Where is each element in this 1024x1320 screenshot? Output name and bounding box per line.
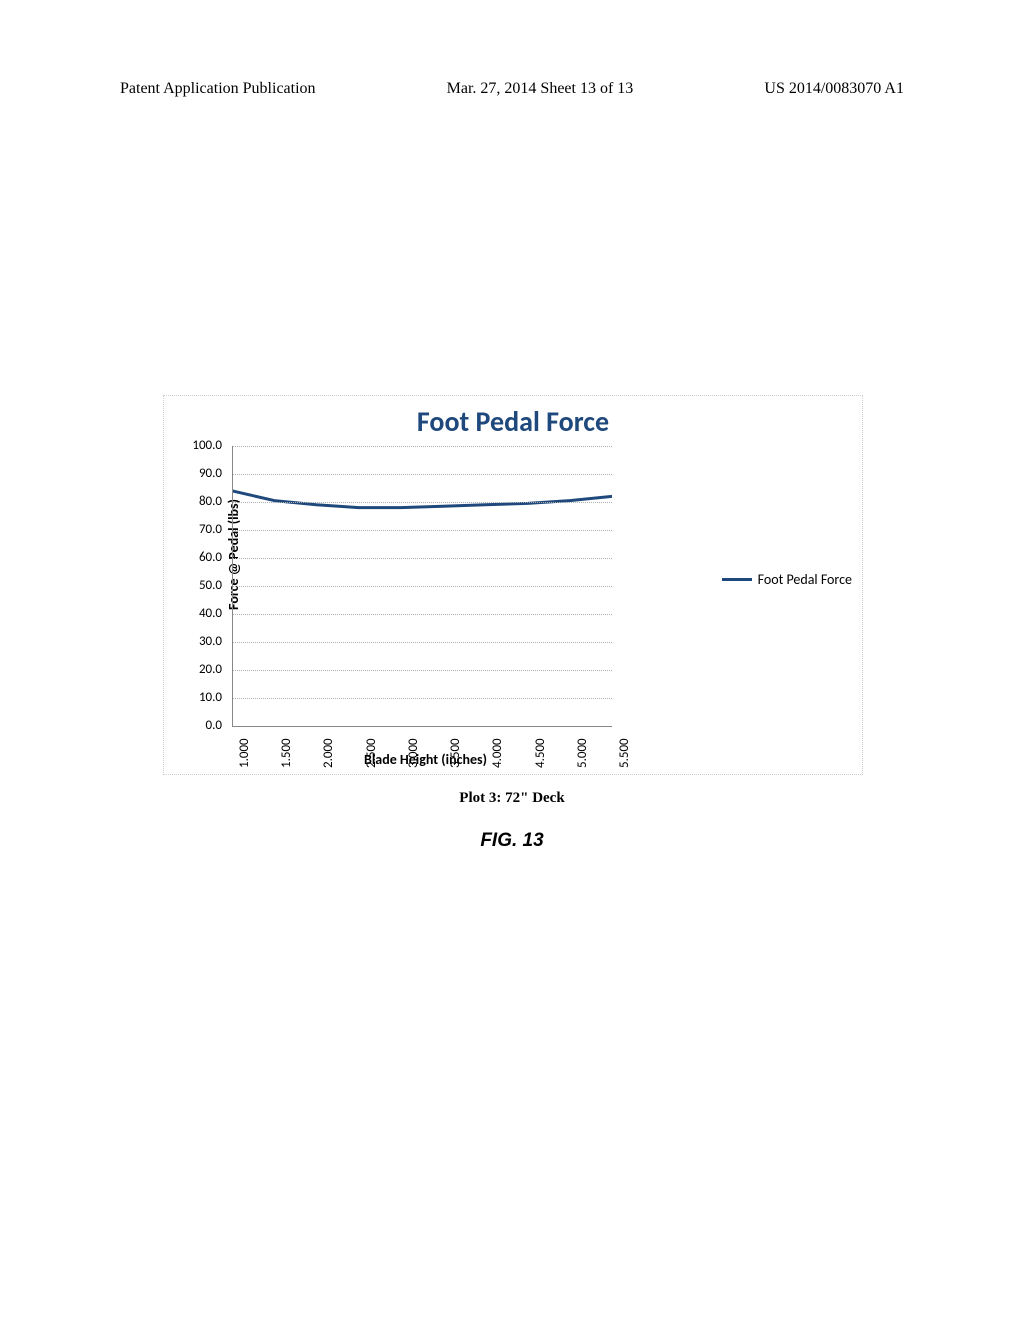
header-publication: Patent Application Publication	[120, 80, 316, 98]
y-tick-label: 100.0	[192, 438, 222, 453]
y-tick-label: 30.0	[199, 634, 222, 649]
y-tick-label: 70.0	[199, 522, 222, 537]
y-tick-label: 60.0	[199, 550, 222, 565]
x-tick-label: 2.500	[364, 738, 379, 768]
page-header: Patent Application Publication Mar. 27, …	[0, 80, 1024, 98]
y-tick-label: 80.0	[199, 494, 222, 509]
x-tick-label: 2.000	[321, 738, 336, 768]
x-tick-label: 1.000	[237, 738, 252, 768]
y-tick-label: 90.0	[199, 466, 222, 481]
chart-legend: Foot Pedal Force	[722, 571, 852, 588]
y-axis-line	[232, 446, 233, 726]
header-date-sheet: Mar. 27, 2014 Sheet 13 of 13	[447, 80, 634, 98]
legend-line-icon	[722, 578, 752, 581]
grid-line	[232, 446, 612, 447]
grid-line	[232, 586, 612, 587]
chart-caption: Plot 3: 72" Deck	[0, 790, 1024, 807]
grid-line	[232, 670, 612, 671]
grid-line	[232, 558, 612, 559]
grid-line	[232, 474, 612, 475]
y-tick-label: 50.0	[199, 578, 222, 593]
chart-container: Foot Pedal Force Force @ Pedal (lbs) Bla…	[163, 395, 863, 775]
y-tick-label: 10.0	[199, 690, 222, 705]
legend-label: Foot Pedal Force	[758, 571, 852, 588]
grid-line	[232, 642, 612, 643]
x-axis-line	[232, 726, 612, 727]
x-axis-label: Blade Height (inches)	[364, 751, 487, 768]
x-tick-label: 5.000	[575, 738, 590, 768]
x-tick-label: 4.500	[533, 738, 548, 768]
header-patent-number: US 2014/0083070 A1	[764, 80, 904, 98]
x-tick-label: 1.500	[279, 738, 294, 768]
chart-title: Foot Pedal Force	[164, 396, 862, 439]
grid-line	[232, 698, 612, 699]
y-tick-label: 0.0	[206, 718, 222, 733]
y-tick-label: 20.0	[199, 662, 222, 677]
grid-line	[232, 502, 612, 503]
grid-line	[232, 614, 612, 615]
x-tick-label: 3.000	[406, 738, 421, 768]
x-tick-label: 3.500	[448, 738, 463, 768]
grid-line	[232, 530, 612, 531]
x-tick-label: 5.500	[617, 738, 632, 768]
x-tick-label: 4.000	[490, 738, 505, 768]
y-tick-label: 40.0	[199, 606, 222, 621]
plot-area: 0.010.020.030.040.050.060.070.080.090.01…	[232, 446, 612, 726]
figure-label: FIG. 13	[0, 830, 1024, 852]
